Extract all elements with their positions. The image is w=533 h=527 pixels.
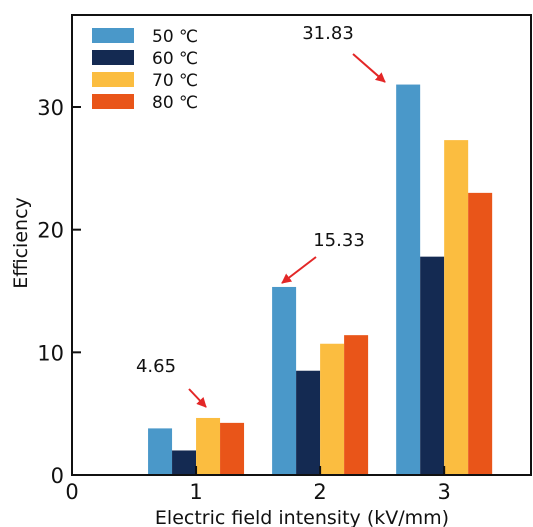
legend-swatch xyxy=(92,50,134,65)
annotation-label: 15.33 xyxy=(313,230,365,251)
bar-1-series-1 xyxy=(148,428,173,475)
x-tick-label: 1 xyxy=(189,480,202,504)
bar-2-series-2 xyxy=(296,370,321,475)
bar-2-series-3 xyxy=(320,343,345,475)
bar-3-series-3 xyxy=(444,140,469,475)
y-tick-label: 0 xyxy=(51,464,64,488)
bar-3-series-1 xyxy=(396,84,421,475)
legend: 50 ℃60 ℃70 ℃80 ℃ xyxy=(92,27,198,113)
x-tick-label: 0 xyxy=(65,480,78,504)
annotation-label: 31.83 xyxy=(302,23,354,44)
plot-frame xyxy=(71,14,532,476)
x-tick-label: 3 xyxy=(437,480,450,504)
annotations-layer: 4.65 15.33 31.83 xyxy=(136,23,386,408)
legend-label: 50 ℃ xyxy=(152,27,198,47)
legend-swatch xyxy=(92,72,134,87)
legend-label: 80 ℃ xyxy=(152,93,198,113)
bar-2-series-4 xyxy=(344,335,369,475)
y-axis-title: Efficiency xyxy=(10,197,32,289)
bar-1-series-4 xyxy=(220,422,245,475)
bar-2-series-1 xyxy=(272,286,297,475)
y-tick-label: 20 xyxy=(37,219,64,243)
x-axis-title: Electric field intensity (kV/mm) xyxy=(155,507,449,527)
bar-3-series-4 xyxy=(468,192,493,475)
y-tick-label: 30 xyxy=(37,96,64,120)
bars-layer xyxy=(148,84,493,475)
legend-swatch xyxy=(92,28,134,43)
annotation-arrow xyxy=(188,388,207,408)
bar-3-series-2 xyxy=(420,256,445,475)
x-tick-label: 2 xyxy=(313,480,326,504)
annotation-arrow xyxy=(281,256,317,284)
annotation-arrow xyxy=(352,53,386,83)
bar-1-series-2 xyxy=(172,450,197,475)
legend-swatch xyxy=(92,94,134,109)
legend-label: 60 ℃ xyxy=(152,49,198,69)
legend-label: 70 ℃ xyxy=(152,71,198,91)
y-tick-label: 10 xyxy=(37,341,64,365)
bar-1-series-3 xyxy=(196,417,221,475)
annotation-label: 4.65 xyxy=(136,356,176,377)
